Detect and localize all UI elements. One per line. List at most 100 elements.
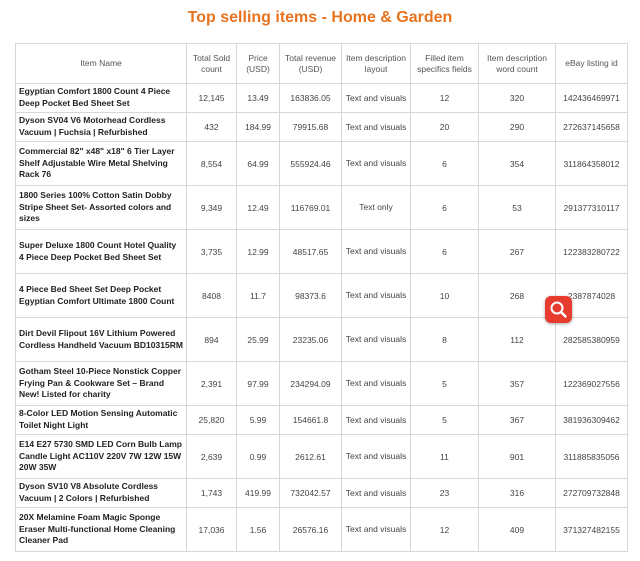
table-row: Egyptian Comfort 1800 Count 4 Piece Deep… [15,83,628,113]
price-cell: 97.99 [236,361,280,406]
word-count-cell: 320 [478,83,556,113]
listing-id-cell: 282585380959 [555,317,628,362]
item-name-cell: E14 E27 5730 SMD LED Corn Bulb Lamp Cand… [15,434,187,479]
layout-cell: Text and visuals [341,229,411,274]
table-row: Super Deluxe 1800 Count Hotel Quality 4 … [15,229,628,274]
listing-id-cell: 381936309462 [555,405,628,435]
price-cell: 1.56 [236,507,280,552]
column-header: Price (USD) [236,43,280,84]
column-header: Item description layout [341,43,411,84]
layout-cell: Text and visuals [341,361,411,406]
sold-count-cell: 2,639 [186,434,237,479]
revenue-cell: 116769.01 [279,185,342,230]
table-row: Dirt Devil Flipout 16V Lithium Powered C… [15,317,628,362]
column-header: Total Sold count [186,43,237,84]
price-cell: 5.99 [236,405,280,435]
top-selling-table: Item Name Total Sold count Price (USD) T… [15,43,628,552]
item-name-cell: Gotham Steel 10-Piece Nonstick Copper Fr… [15,361,187,406]
item-name-cell: 4 Piece Bed Sheet Set Deep Pocket Egypti… [15,273,187,318]
item-name-cell: 1800 Series 100% Cotton Satin Dobby Stri… [15,185,187,230]
revenue-cell: 154661.8 [279,405,342,435]
word-count-cell: 112 [478,317,556,362]
specifics-cell: 12 [410,507,479,552]
price-cell: 184.99 [236,112,280,142]
layout-cell: Text and visuals [341,434,411,479]
item-name-cell: Egyptian Comfort 1800 Count 4 Piece Deep… [15,83,187,113]
sold-count-cell: 3,735 [186,229,237,274]
revenue-cell: 23235.06 [279,317,342,362]
listing-id-cell: 272637145658 [555,112,628,142]
table-row: E14 E27 5730 SMD LED Corn Bulb Lamp Cand… [15,434,628,479]
table-row: Gotham Steel 10-Piece Nonstick Copper Fr… [15,361,628,406]
table-row: 8-Color LED Motion Sensing Automatic Toi… [15,405,628,435]
table-row: 1800 Series 100% Cotton Satin Dobby Stri… [15,185,628,230]
price-cell: 419.99 [236,478,280,508]
specifics-cell: 6 [410,185,479,230]
layout-cell: Text and visuals [341,83,411,113]
sold-count-cell: 432 [186,112,237,142]
item-name-cell: Commercial 82" x48" x18" 6 Tier Layer Sh… [15,141,187,186]
header-row: Item Name Total Sold count Price (USD) T… [15,43,628,84]
item-name-cell: Dyson SV10 V8 Absolute Cordless Vacuum |… [15,478,187,508]
listing-id-cell: 272709732848 [555,478,628,508]
specifics-cell: 5 [410,361,479,406]
specifics-cell: 6 [410,229,479,274]
sold-count-cell: 894 [186,317,237,362]
item-name-cell: 20X Melamine Foam Magic Sponge Eraser Mu… [15,507,187,552]
specifics-cell: 20 [410,112,479,142]
table-row: Commercial 82" x48" x18" 6 Tier Layer Sh… [15,141,628,186]
price-cell: 64.99 [236,141,280,186]
magnifier-icon [550,301,567,318]
specifics-cell: 8 [410,317,479,362]
listing-id-cell: 311864358012 [555,141,628,186]
listing-id-cell: 142436469971 [555,83,628,113]
specifics-cell: 6 [410,141,479,186]
revenue-cell: 163836.05 [279,83,342,113]
specifics-cell: 11 [410,434,479,479]
column-header: Filled item specifics fields [410,43,479,84]
revenue-cell: 79915.68 [279,112,342,142]
layout-cell: Text only [341,185,411,230]
page-title: Top selling items - Home & Garden [187,9,453,26]
layout-cell: Text and visuals [341,478,411,508]
sold-count-cell: 25,820 [186,405,237,435]
word-count-cell: 53 [478,185,556,230]
word-count-cell: 367 [478,405,556,435]
table-body: Egyptian Comfort 1800 Count 4 Piece Deep… [15,83,628,552]
specifics-cell: 23 [410,478,479,508]
revenue-cell: 732042.57 [279,478,342,508]
specifics-cell: 12 [410,83,479,113]
revenue-cell: 234294.09 [279,361,342,406]
specifics-cell: 10 [410,273,479,318]
column-header: Item Name [15,43,187,84]
price-cell: 25.99 [236,317,280,362]
column-header: eBay listing id [555,43,628,84]
table-row: 4 Piece Bed Sheet Set Deep Pocket Egypti… [15,273,628,318]
sold-count-cell: 9,349 [186,185,237,230]
word-count-cell: 290 [478,112,556,142]
item-name-cell: Dirt Devil Flipout 16V Lithium Powered C… [15,317,187,362]
table-row: 20X Melamine Foam Magic Sponge Eraser Mu… [15,507,628,552]
layout-cell: Text and visuals [341,507,411,552]
layout-cell: Text and visuals [341,317,411,362]
revenue-cell: 48517.65 [279,229,342,274]
revenue-cell: 2612.61 [279,434,342,479]
layout-cell: Text and visuals [341,273,411,318]
word-count-cell: 901 [478,434,556,479]
price-cell: 11.7 [236,273,280,318]
sold-count-cell: 8,554 [186,141,237,186]
listing-id-cell: 291377310117 [555,185,628,230]
revenue-cell: 555924.46 [279,141,342,186]
price-cell: 12.99 [236,229,280,274]
zoom-button[interactable] [545,296,572,323]
sold-count-cell: 1,743 [186,478,237,508]
word-count-cell: 357 [478,361,556,406]
sold-count-cell: 17,036 [186,507,237,552]
revenue-cell: 98373.6 [279,273,342,318]
listing-id-cell: 122369027556 [555,361,628,406]
word-count-cell: 267 [478,229,556,274]
sold-count-cell: 2,391 [186,361,237,406]
listing-id-cell: 371327482155 [555,507,628,552]
listing-id-cell: 122383280722 [555,229,628,274]
column-header: Total revenue (USD) [279,43,342,84]
